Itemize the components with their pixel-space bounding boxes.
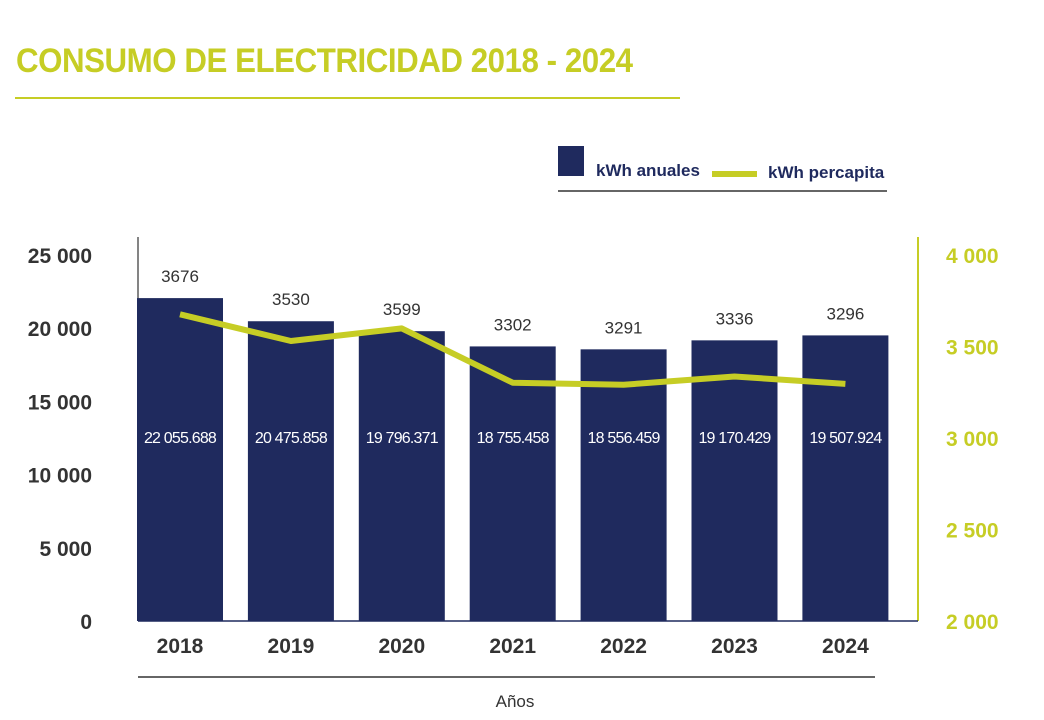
- bar-value-label: 19 796.371: [366, 430, 439, 447]
- bar: [802, 335, 889, 621]
- x-tick-label: 2020: [378, 635, 425, 658]
- y-left-tick-label: 15 000: [28, 391, 92, 414]
- title-underline: [15, 97, 680, 99]
- y-left-tick-label: 10 000: [28, 465, 92, 488]
- bar-value-label: 20 475.858: [255, 430, 328, 447]
- y-right-tick-label: 4 000: [946, 245, 999, 268]
- x-tick-label: 2019: [268, 635, 315, 658]
- bar: [247, 321, 334, 621]
- bar: [358, 331, 445, 621]
- bar: [469, 346, 556, 621]
- y-right-tick-label: 2 000: [946, 611, 999, 634]
- bar-value-label: 22 055.688: [144, 430, 217, 447]
- bar-value-label: 18 755.458: [477, 430, 550, 447]
- chart-title: CONSUMO DE ELECTRICIDAD 2018 - 2024: [16, 42, 633, 80]
- bar-value-label: 18 556.459: [588, 430, 661, 447]
- y-left-tick-label: 5 000: [39, 538, 92, 561]
- y-left-tick-label: 20 000: [28, 318, 92, 341]
- bar-value-label: 19 170.429: [698, 430, 771, 447]
- legend-label-line: kWh percapita: [768, 163, 885, 182]
- x-tick-label: 2024: [822, 635, 869, 658]
- x-axis-label: Años: [496, 692, 535, 711]
- y-left-tick-label: 25 000: [28, 245, 92, 268]
- percapita-value-label: 3599: [383, 300, 421, 319]
- x-tick-label: 2023: [711, 635, 758, 658]
- percapita-value-label: 3291: [605, 318, 643, 337]
- y-left-tick-label: 0: [80, 611, 92, 634]
- y-right-tick-label: 3 500: [946, 337, 999, 360]
- percapita-value-label: 3336: [716, 309, 754, 328]
- legend: kWh anuales kWh percapita: [558, 146, 887, 192]
- percapita-value-label: 3296: [826, 304, 864, 323]
- legend-swatch-bars: [558, 146, 584, 176]
- x-tick-label: 2018: [157, 635, 204, 658]
- bar: [137, 298, 223, 621]
- legend-label-bars: kWh anuales: [596, 161, 700, 180]
- x-tick-label: 2021: [489, 635, 536, 658]
- percapita-value-label: 3530: [272, 290, 310, 309]
- bar: [691, 340, 778, 621]
- percapita-value-label: 3676: [161, 267, 199, 286]
- y-right-tick-label: 2 500: [946, 520, 999, 543]
- bar-value-label: 19 507.924: [809, 430, 882, 447]
- x-tick-label: 2022: [600, 635, 647, 658]
- bar: [580, 349, 667, 621]
- y-right-tick-label: 3 000: [946, 428, 999, 451]
- percapita-value-label: 3302: [494, 315, 532, 334]
